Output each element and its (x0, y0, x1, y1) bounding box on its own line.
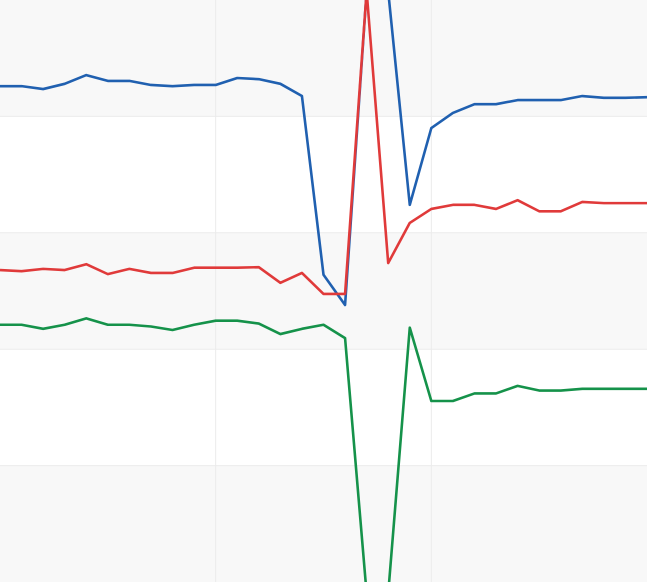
background-band (0, 0, 647, 117)
series-line-2 (0, 0, 647, 296)
background-band (0, 116, 647, 233)
series-line-1 (0, 0, 647, 307)
background-band (0, 465, 647, 582)
background-band (0, 232, 647, 350)
background-band (0, 349, 647, 466)
series-line-3 (0, 317, 647, 582)
